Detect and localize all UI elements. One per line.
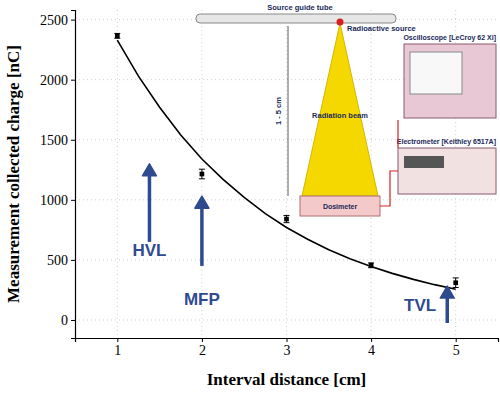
error-bar-cap	[453, 277, 459, 278]
grid	[75, 10, 498, 338]
error-bar	[284, 215, 290, 222]
x-tick-mark	[371, 338, 372, 342]
x-axis: 1 2 3 4 5	[76, 338, 499, 358]
x-tick-label: 5	[453, 343, 460, 358]
electrometer-display	[404, 156, 444, 168]
y-tick-mark	[71, 320, 75, 321]
y-tick: 0	[61, 313, 75, 328]
x-tick: 1	[114, 338, 121, 358]
x-tick-mark	[117, 338, 118, 342]
radiation-beam	[302, 23, 378, 196]
cable	[397, 120, 398, 148]
x-tick-label: 2	[199, 343, 206, 358]
y-tick-label: 0	[61, 313, 68, 328]
y-axis-title: Measurement collected charge [nC]	[4, 45, 23, 303]
y-tick: 1000	[40, 193, 75, 208]
x-tick-label: 1	[114, 343, 121, 358]
y-tick: 1500	[40, 133, 75, 148]
oscilloscope	[404, 44, 496, 118]
inset-label: Dosimeter	[323, 203, 358, 210]
error-bar	[114, 33, 120, 38]
cable	[380, 171, 398, 206]
grid-line-y	[75, 319, 498, 320]
distance-line	[288, 26, 289, 196]
error-bar	[453, 278, 459, 288]
annotation-label: MFP	[184, 290, 220, 309]
y-tick-mark	[71, 20, 75, 21]
annotation-label: TVL	[404, 296, 436, 315]
error-bar-cap	[453, 287, 459, 288]
error-bar-cap	[199, 169, 205, 170]
arrow-head	[195, 196, 209, 208]
arrow-head	[142, 164, 156, 176]
annotation-arrow	[195, 196, 209, 266]
inset-label: Oscilloscope [LeCroy 62 Xi]	[403, 34, 496, 42]
x-tick-mark	[456, 338, 457, 342]
annotation-label: HVL	[132, 241, 166, 260]
radioactive-source	[337, 19, 344, 26]
data-point	[115, 33, 120, 38]
y-tick-mark	[71, 80, 75, 81]
grid-line-x	[286, 10, 287, 338]
grid-line-x	[117, 10, 118, 338]
arrow-head	[440, 286, 454, 298]
error-bar-cap	[199, 178, 205, 179]
error-bar-cap	[284, 222, 290, 223]
error-bar-cap	[284, 215, 290, 216]
y-tick-label: 500	[47, 253, 68, 268]
error-bar	[199, 169, 205, 179]
electrometer	[398, 148, 496, 194]
oscilloscope-screen	[410, 52, 462, 94]
x-tick: 4	[368, 338, 375, 358]
y-tick-label: 2500	[40, 13, 68, 28]
y-tick-label: 1000	[40, 193, 68, 208]
inset-label: 1 - 5 cm	[274, 97, 283, 125]
inset-diagram: Source guide tube Radioactive source Radia…	[196, 3, 496, 216]
data-point	[200, 172, 205, 177]
chart: 1 2 3 4 5 0 500 1000 1500 2000 2500 Interval distan…	[0, 0, 500, 393]
inset-label: Radiation beam	[312, 111, 368, 120]
x-tick-label: 3	[284, 343, 291, 358]
grid-line-y	[75, 199, 498, 200]
x-axis-line	[76, 339, 499, 343]
data-point	[453, 280, 458, 285]
inset-label: Electrometer [Keithley 6517A]	[397, 138, 496, 146]
source-tube	[196, 14, 396, 23]
y-tick: 500	[47, 253, 75, 268]
dosimeter	[300, 196, 380, 216]
x-tick: 3	[284, 338, 291, 358]
y-axis-line	[71, 11, 76, 339]
annotation-arrow	[142, 164, 156, 242]
x-tick: 2	[199, 338, 206, 358]
annotation-arrow	[440, 286, 454, 323]
y-tick: 2500	[40, 13, 75, 28]
y-axis: 0 500 1000 1500 2000 2500	[40, 11, 76, 339]
y-tick-mark	[71, 260, 75, 261]
x-tick-label: 4	[368, 343, 375, 358]
arrow-shaft	[148, 172, 152, 242]
y-tick-label: 1500	[40, 133, 68, 148]
inset-label: Source guide tube	[267, 3, 332, 12]
inset-label: Radioactive source	[347, 24, 416, 33]
y-tick-label: 2000	[40, 73, 68, 88]
x-axis-title: Interval distance [cm]	[207, 370, 367, 389]
x-tick-mark	[287, 338, 288, 342]
arrow-shaft	[200, 204, 204, 266]
x-tick: 5	[453, 338, 460, 358]
data-point	[284, 217, 289, 222]
y-tick-mark	[71, 140, 75, 141]
y-tick-mark	[71, 200, 75, 201]
y-tick: 2000	[40, 73, 75, 88]
x-tick-mark	[202, 338, 203, 342]
